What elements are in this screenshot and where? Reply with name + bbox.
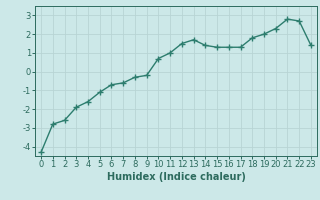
X-axis label: Humidex (Indice chaleur): Humidex (Indice chaleur) [107,172,245,182]
